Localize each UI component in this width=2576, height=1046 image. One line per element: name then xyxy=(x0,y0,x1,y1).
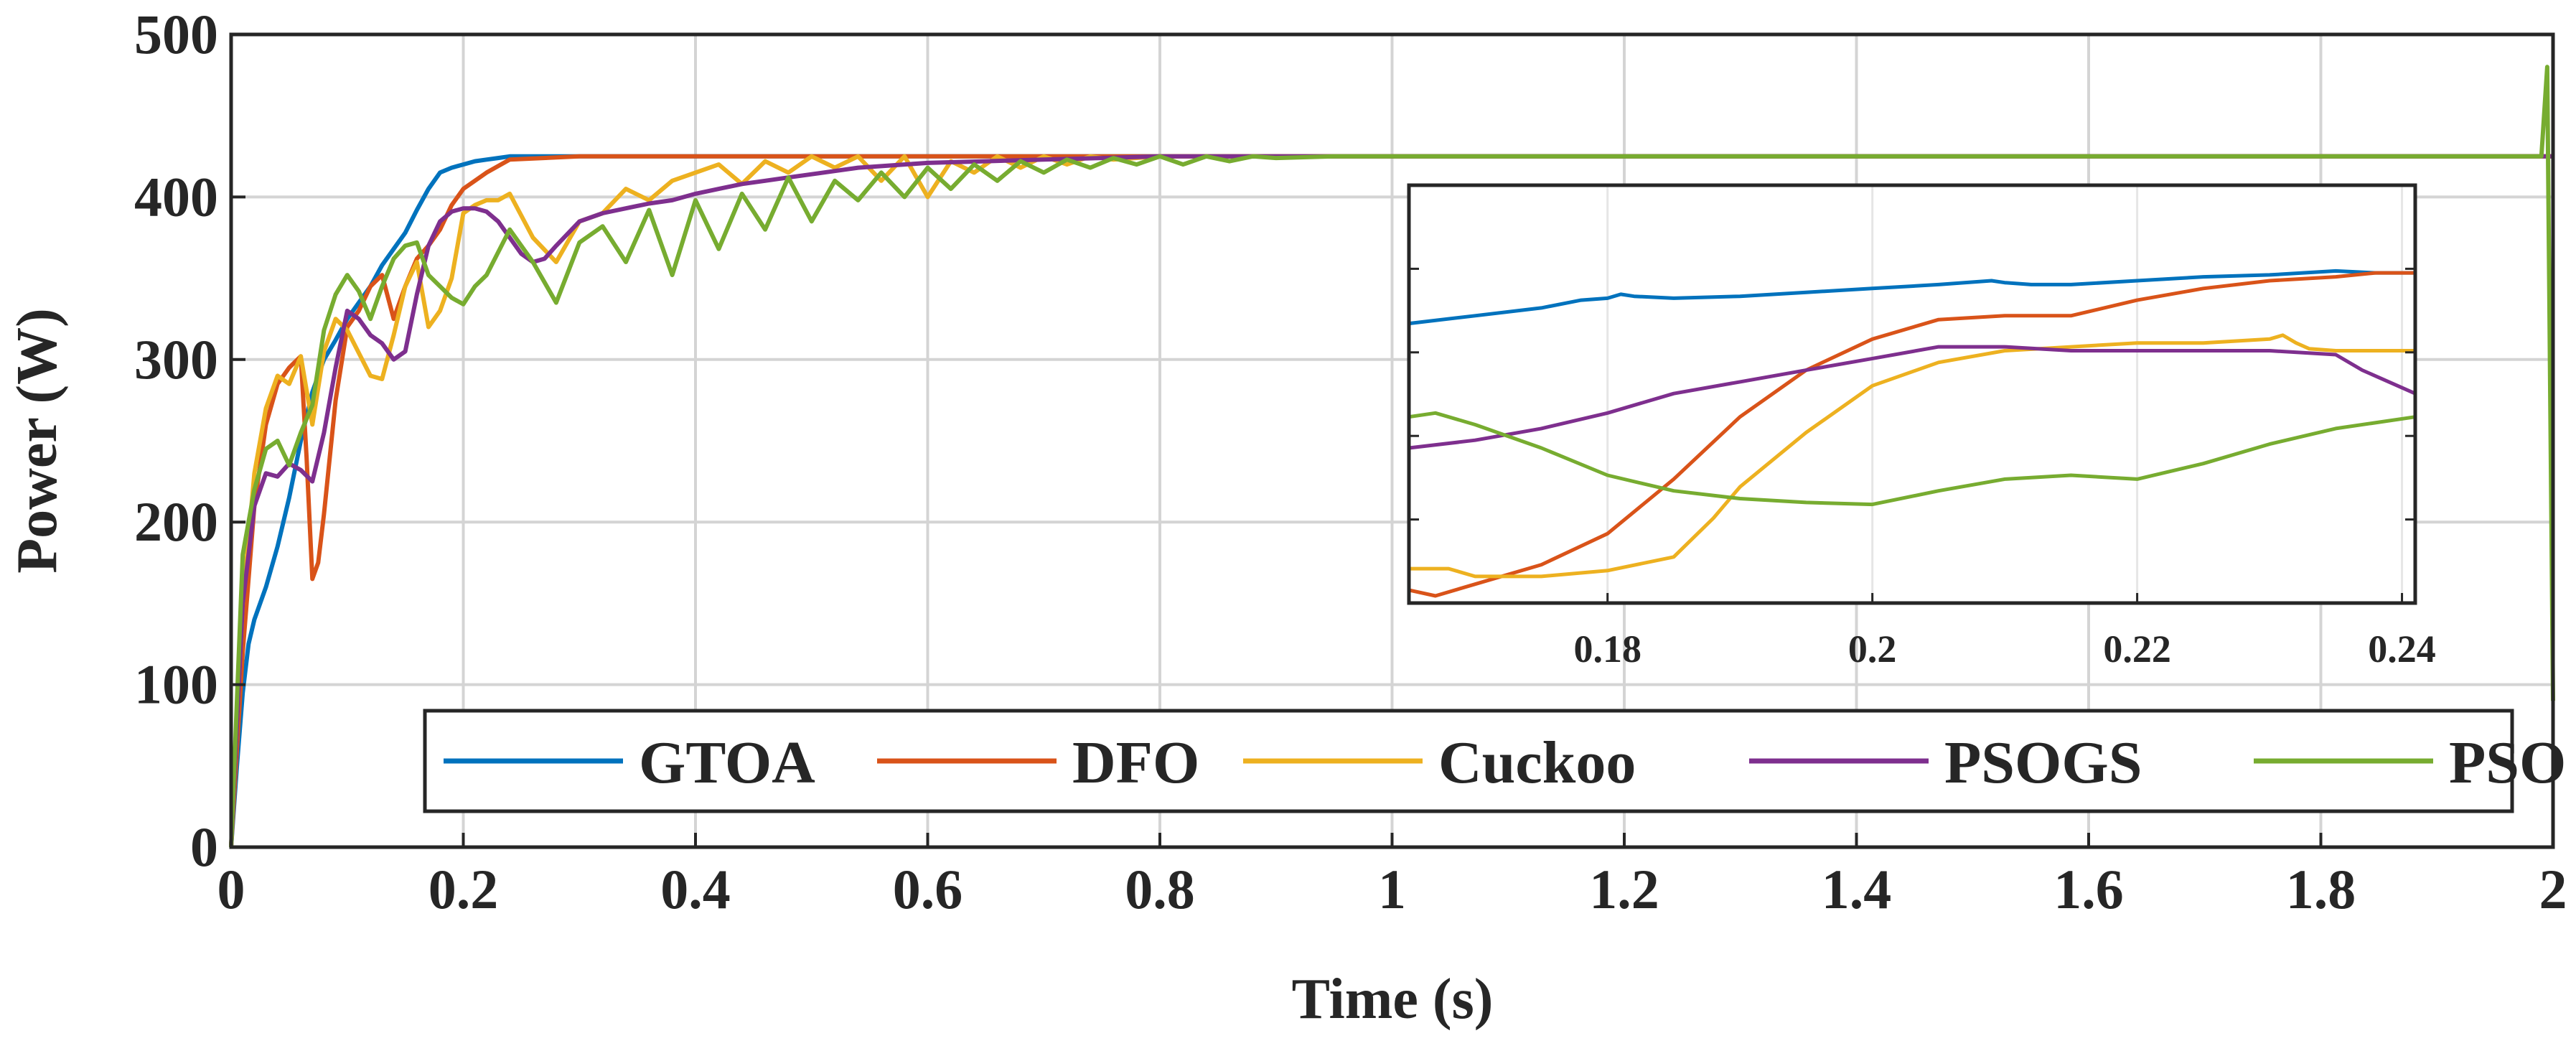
x-tick-label: 1.6 xyxy=(2053,858,2124,920)
y-tick-label: 400 xyxy=(134,165,218,228)
x-tick-label: 0.4 xyxy=(660,858,731,920)
inset-series-line-cuckoo xyxy=(1409,333,2415,579)
legend-label-psogs: PSOGS xyxy=(1944,729,2142,796)
inset-series-line-pso xyxy=(1408,411,2416,507)
y-tick-label: 100 xyxy=(134,653,218,716)
legend-box xyxy=(423,709,2514,813)
y-tick-label: 200 xyxy=(134,490,218,553)
x-tick-label: 1.4 xyxy=(1822,858,1892,920)
x-tick-label: 1.8 xyxy=(2286,858,2356,920)
x-tick-label: 1.2 xyxy=(1589,858,1659,920)
inset-series-line-gtoa xyxy=(1408,268,2415,326)
y-tick-label: 300 xyxy=(134,328,218,391)
legend-label-gtoa: GTOA xyxy=(639,729,815,796)
inset-x-tick-label: 0.24 xyxy=(2368,627,2436,671)
y-axis-label: Power (W) xyxy=(6,308,69,574)
inset-axes-frame xyxy=(1407,183,2417,605)
series-line-pso xyxy=(229,65,2555,848)
legend: GTOA DFO Cuckoo PSOGS PSO xyxy=(423,709,2566,813)
inset-series-line-psogs xyxy=(1408,345,2417,450)
x-axis-label: Time (s) xyxy=(1292,968,1494,1031)
inset-x-tick-label: 0.2 xyxy=(1848,627,1897,671)
legend-label-dfo: DFO xyxy=(1072,729,1199,796)
main-ticks: 0 0.2 0.4 0.6 0.8 1 1.2 1.4 1.6 1.8 2 0 100 200 300 400… xyxy=(134,3,2567,920)
series-line-gtoa xyxy=(229,154,2553,848)
series-line-dfo xyxy=(229,154,2553,848)
legend-label-pso: PSO xyxy=(2449,729,2566,796)
inset-series-group xyxy=(1408,268,2417,598)
x-tick-label: 0.2 xyxy=(428,858,499,920)
x-tick-label: 0.6 xyxy=(893,858,963,920)
main-series-group xyxy=(229,65,2555,848)
y-tick-label: 0 xyxy=(190,816,218,878)
inset-x-tick-label: 0.18 xyxy=(1573,627,1641,671)
inset-series-line-dfo xyxy=(1408,271,2415,598)
inset-x-tick-label: 0.22 xyxy=(2103,627,2171,671)
legend-label-cuckoo: Cuckoo xyxy=(1438,729,1636,796)
inset-ticks: 0.18 0.2 0.22 0.24 xyxy=(1409,267,2436,671)
x-tick-label: 1 xyxy=(1378,858,1406,920)
y-tick-label: 500 xyxy=(134,3,218,65)
x-tick-label: 2 xyxy=(2539,858,2567,920)
x-tick-label: 0 xyxy=(217,858,245,920)
x-tick-label: 0.8 xyxy=(1125,858,1195,920)
series-line-psogs xyxy=(229,154,2553,848)
inset-background xyxy=(1409,185,2415,603)
